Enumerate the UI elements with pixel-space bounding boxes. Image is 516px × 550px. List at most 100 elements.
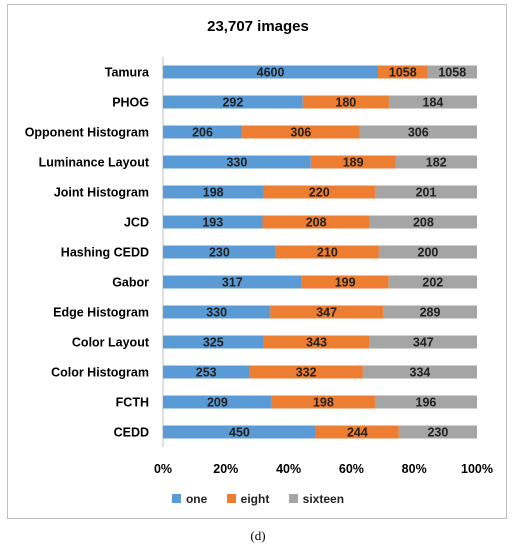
data-label-eight: 189 (343, 156, 364, 170)
data-label-one: 450 (229, 426, 250, 440)
bar-segment-sixteen (398, 425, 477, 439)
bar-segment-sixteen (359, 125, 477, 139)
legend-swatch-sixteen (288, 494, 298, 503)
bar-segment-one (163, 365, 250, 379)
x-tick-label: 80% (402, 462, 427, 476)
data-label-sixteen: 230 (427, 426, 448, 440)
category-label: PHOG (112, 96, 149, 110)
x-tick-label: 100% (461, 462, 493, 476)
data-label-sixteen: 208 (413, 216, 434, 230)
data-label-eight: 1058 (389, 66, 417, 80)
data-label-one: 330 (226, 156, 247, 170)
bar-segment-sixteen (388, 95, 477, 109)
bar-segment-eight (242, 125, 360, 139)
bar-segment-one (163, 125, 243, 139)
data-label-sixteen: 200 (418, 246, 439, 260)
data-label-sixteen: 202 (422, 276, 443, 290)
legend: one eight sixteen (0, 492, 516, 506)
data-label-sixteen: 184 (423, 96, 444, 110)
data-label-sixteen: 1058 (438, 66, 466, 80)
bar-segment-one (163, 215, 263, 229)
data-label-sixteen: 334 (410, 366, 431, 380)
chart-title: 23,707 images (207, 18, 309, 35)
data-label-sixteen: 201 (416, 186, 437, 200)
category-label: CEDD (114, 426, 149, 440)
bar-segment-one (163, 155, 311, 169)
legend-swatch-one (171, 494, 181, 503)
category-label: Luminance Layout (39, 156, 150, 170)
x-tick-label: 60% (339, 462, 364, 476)
data-label-one: 253 (196, 366, 217, 380)
data-label-eight: 210 (317, 246, 338, 260)
legend-label-eight: eight (240, 492, 270, 506)
category-label: Gabor (112, 276, 149, 290)
category-label: Tamura (105, 66, 150, 80)
bar-segment-eight (263, 335, 370, 349)
bar-segment-sixteen (395, 155, 477, 169)
data-label-eight: 347 (316, 306, 337, 320)
legend-label-one: one (185, 492, 208, 506)
data-label-one: 292 (222, 96, 243, 110)
bar-segment-eight (378, 65, 428, 79)
data-label-eight: 332 (296, 366, 317, 380)
legend-label-sixteen: sixteen (302, 492, 345, 506)
data-label-sixteen: 289 (420, 306, 441, 320)
bar-segment-eight (249, 365, 363, 379)
data-label-eight: 198 (313, 396, 334, 410)
data-label-sixteen: 347 (413, 336, 434, 350)
bar-segment-sixteen (378, 245, 477, 259)
legend-item-one: one (171, 492, 208, 506)
bar-segment-eight (315, 425, 399, 439)
category-label: Edge Histogram (53, 306, 149, 320)
bar-segment-sixteen (369, 215, 477, 229)
bar-segment-one (163, 425, 316, 439)
bar-segment-sixteen (369, 335, 477, 349)
bar-segment-one (163, 305, 271, 319)
x-tick-label: 40% (276, 462, 301, 476)
bar-segment-one (163, 395, 272, 409)
category-label: FCTH (116, 396, 149, 410)
bar-segment-eight (271, 395, 375, 409)
category-label: Color Histogram (51, 366, 149, 380)
data-label-sixteen: 182 (426, 156, 447, 170)
x-tick-label: 20% (213, 462, 238, 476)
category-label: Color Layout (72, 336, 150, 350)
bar-segment-one (163, 95, 303, 109)
data-label-eight: 199 (335, 276, 356, 290)
data-label-eight: 180 (335, 96, 356, 110)
bar-segment-one (163, 335, 264, 349)
data-label-eight: 306 (290, 126, 311, 140)
legend-item-eight: eight (226, 492, 270, 506)
bar-segment-sixteen (383, 305, 477, 319)
data-label-one: 209 (207, 396, 228, 410)
data-label-one: 206 (192, 126, 213, 140)
data-label-one: 330 (206, 306, 227, 320)
bar-segment-eight (302, 95, 389, 109)
x-tick-label: 0% (154, 462, 172, 476)
bar-segment-one (163, 65, 379, 79)
legend-item-sixteen: sixteen (288, 492, 345, 506)
figure-caption: (d) (250, 528, 266, 543)
bar-segment-one (163, 245, 276, 259)
legend-swatch-eight (226, 494, 236, 503)
bar-segment-sixteen (362, 365, 477, 379)
category-label: Joint Histogram (54, 186, 149, 200)
bar-segment-eight (270, 305, 384, 319)
bar-segment-eight (263, 185, 376, 199)
data-label-eight: 244 (347, 426, 368, 440)
data-label-sixteen: 196 (416, 396, 437, 410)
bar-segment-sixteen (375, 185, 477, 199)
data-label-sixteen: 306 (408, 126, 429, 140)
data-label-one: 325 (203, 336, 224, 350)
data-label-eight: 208 (306, 216, 327, 230)
bar-segment-sixteen (388, 275, 477, 289)
data-label-one: 230 (209, 246, 230, 260)
bar-segment-one (163, 275, 302, 289)
bar-segment-one (163, 185, 264, 199)
bar-segment-eight (310, 155, 396, 169)
bar-segment-eight (275, 245, 379, 259)
data-label-one: 198 (203, 186, 224, 200)
data-label-one: 4600 (257, 66, 285, 80)
data-label-eight: 343 (306, 336, 327, 350)
